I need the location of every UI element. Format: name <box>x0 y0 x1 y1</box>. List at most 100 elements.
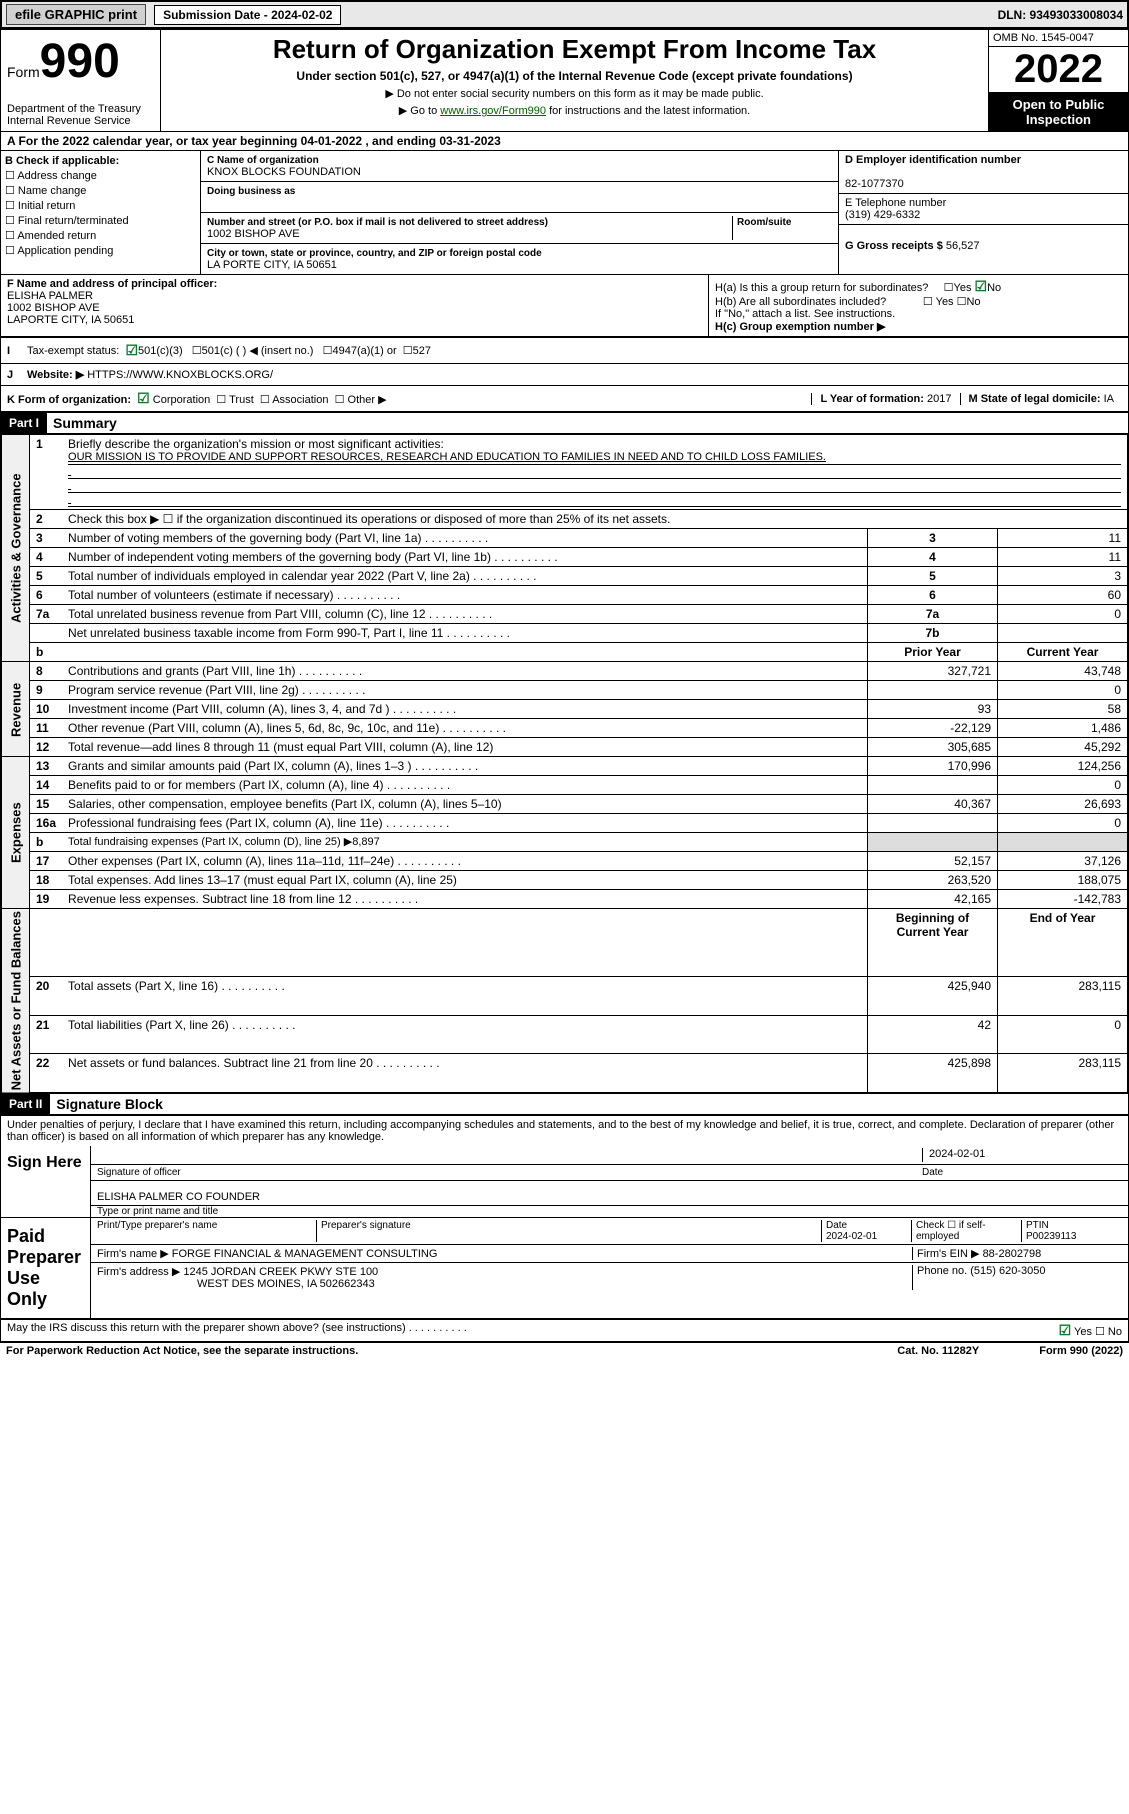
h-a-ans: No <box>987 282 1001 294</box>
gov-3: Number of voting members of the governin… <box>68 531 422 545</box>
line2: Check this box ▶ ☐ if the organization d… <box>62 510 1127 529</box>
m-lbl: M State of legal domicile: <box>969 393 1101 405</box>
omb: OMB No. 1545-0047 <box>989 30 1128 47</box>
note2-post: for instructions and the latest informat… <box>546 105 750 117</box>
org-corp: Corporation <box>153 394 210 406</box>
firm-addr-lbl: Firm's address ▶ <box>97 1266 180 1278</box>
gov-5-v: 3 <box>998 567 1128 586</box>
department: Department of the Treasury Internal Reve… <box>7 103 154 127</box>
net-20: Total assets (Part X, line 16) <box>68 979 218 993</box>
rev-10-p: 93 <box>868 700 998 719</box>
b-label: B Check if applicable: <box>5 155 119 167</box>
exp-18-c: 188,075 <box>998 871 1128 890</box>
may-irs: May the IRS discuss this return with the… <box>7 1322 467 1339</box>
name-lbl: Type or print name and title <box>91 1206 1128 1217</box>
net-21-c: 0 <box>998 1015 1128 1054</box>
rev-8: Contributions and grants (Part VIII, lin… <box>68 664 295 678</box>
footer-right: Form 990 (2022) <box>1039 1345 1123 1357</box>
chk-corp[interactable]: ☑ <box>137 390 150 406</box>
side-rev: Revenue <box>2 662 30 757</box>
chk-initial[interactable]: ☐ Initial return <box>5 199 196 212</box>
exp-18: Total expenses. Add lines 13–17 (must eq… <box>68 873 457 887</box>
firm-ph-lbl: Phone no. <box>917 1265 967 1277</box>
side-exp: Expenses <box>2 757 30 909</box>
side-net: Net Assets or Fund Balances <box>2 909 30 1093</box>
chk-final[interactable]: ☐ Final return/terminated <box>5 214 196 227</box>
j-lbl: J <box>7 369 27 381</box>
dba-lbl: Doing business as <box>207 186 295 197</box>
exp-13: Grants and similar amounts paid (Part IX… <box>68 759 411 773</box>
tax-year: 2022 <box>989 47 1128 93</box>
firm-addr1: 1245 JORDAN CREEK PKWY STE 100 <box>183 1266 378 1278</box>
prep-date: 2024-02-01 <box>826 1231 877 1242</box>
gross-receipts: 56,527 <box>946 240 980 252</box>
hdr-prior: Prior Year <box>868 643 998 662</box>
hdr-end: End of Year <box>998 909 1128 977</box>
chk-pending[interactable]: ☐ Application pending <box>5 244 196 257</box>
net-21: Total liabilities (Part X, line 26) <box>68 1018 229 1032</box>
h-b: H(b) Are all subordinates included? <box>715 296 886 308</box>
officer-addr2: LAPORTE CITY, IA 50651 <box>7 314 134 326</box>
ptin-lbl: PTIN <box>1026 1220 1049 1231</box>
form-subtitle: Under section 501(c), 527, or 4947(a)(1)… <box>165 69 984 83</box>
rev-12: Total revenue—add lines 8 through 11 (mu… <box>68 740 493 754</box>
rev-11-p: -22,129 <box>868 719 998 738</box>
rev-9-c: 0 <box>998 681 1128 700</box>
h-a: H(a) Is this a group return for subordin… <box>715 282 928 294</box>
form-container: Form990 Department of the Treasury Inter… <box>0 29 1129 1342</box>
net-21-p: 42 <box>868 1015 998 1054</box>
line-a: A For the 2022 calendar year, or tax yea… <box>1 132 1128 151</box>
i-lbl: I <box>7 345 27 357</box>
exp-14: Benefits paid to or for members (Part IX… <box>68 778 383 792</box>
firm-lbl: Firm's name ▶ <box>97 1248 169 1260</box>
penalty-statement: Under penalties of perjury, I declare th… <box>1 1116 1128 1146</box>
status-4947: 4947(a)(1) or <box>332 345 396 357</box>
gov-4-v: 11 <box>998 548 1128 567</box>
chk-501c3[interactable]: ☑ <box>125 342 138 359</box>
net-22: Net assets or fund balances. Subtract li… <box>68 1056 373 1070</box>
prep-name-lbl: Print/Type preparer's name <box>97 1220 317 1242</box>
hdr-curr: Current Year <box>998 643 1128 662</box>
rev-8-p: 327,721 <box>868 662 998 681</box>
mission-text: OUR MISSION IS TO PROVIDE AND SUPPORT RE… <box>68 451 1121 465</box>
exp-13-c: 124,256 <box>998 757 1128 776</box>
self-emp-chk[interactable]: Check ☐ if self-employed <box>912 1220 1022 1242</box>
prep-sig-lbl: Preparer's signature <box>317 1220 822 1242</box>
sign-date: 2024-02-01 <box>929 1148 985 1160</box>
rev-11: Other revenue (Part VIII, column (A), li… <box>68 721 439 735</box>
rev-8-c: 43,748 <box>998 662 1128 681</box>
domicile: IA <box>1104 393 1114 405</box>
h-b-note: If "No," attach a list. See instructions… <box>715 308 895 320</box>
part2-hdr: Part II <box>1 1094 50 1114</box>
rev-11-c: 1,486 <box>998 719 1128 738</box>
exp-14-c: 0 <box>998 776 1128 795</box>
exp-19-c: -142,783 <box>998 890 1128 909</box>
hdr-beg: Beginning of Current Year <box>868 909 998 977</box>
chk-may-yes[interactable]: ☑ <box>1059 1322 1072 1338</box>
rev-10-c: 58 <box>998 700 1128 719</box>
gov-7b-v <box>998 624 1128 643</box>
exp-13-p: 170,996 <box>868 757 998 776</box>
gov-3-v: 11 <box>998 529 1128 548</box>
efile-btn[interactable]: efile GRAPHIC print <box>6 4 146 25</box>
city-lbl: City or town, state or province, country… <box>207 248 542 259</box>
form-title: Return of Organization Exempt From Incom… <box>165 34 984 65</box>
irs-link[interactable]: www.irs.gov/Form990 <box>440 105 546 117</box>
part2-title: Signature Block <box>56 1096 163 1112</box>
j-text: Website: ▶ <box>27 368 84 381</box>
summary-table: Activities & Governance 1 Briefly descri… <box>1 434 1128 1093</box>
firm-ein: 88-2802798 <box>983 1248 1042 1260</box>
exp-16a: Professional fundraising fees (Part IX, … <box>68 816 383 830</box>
chk-amended[interactable]: ☐ Amended return <box>5 229 196 242</box>
footer-left: For Paperwork Reduction Act Notice, see … <box>6 1345 358 1357</box>
firm-ein-lbl: Firm's EIN ▶ <box>917 1248 980 1260</box>
street-lbl: Number and street (or P.O. box if mail i… <box>207 217 548 228</box>
chk-name[interactable]: ☐ Name change <box>5 184 196 197</box>
may-yes: Yes <box>1074 1326 1092 1338</box>
chk-address[interactable]: ☐ Address change <box>5 169 196 182</box>
exp-17-p: 52,157 <box>868 852 998 871</box>
e-lbl: E Telephone number <box>845 197 946 209</box>
website[interactable]: HTTPS://WWW.KNOXBLOCKS.ORG/ <box>87 369 273 381</box>
l-lbl: L Year of formation: <box>820 393 924 405</box>
note-ssn: ▶ Do not enter social security numbers o… <box>165 87 984 100</box>
